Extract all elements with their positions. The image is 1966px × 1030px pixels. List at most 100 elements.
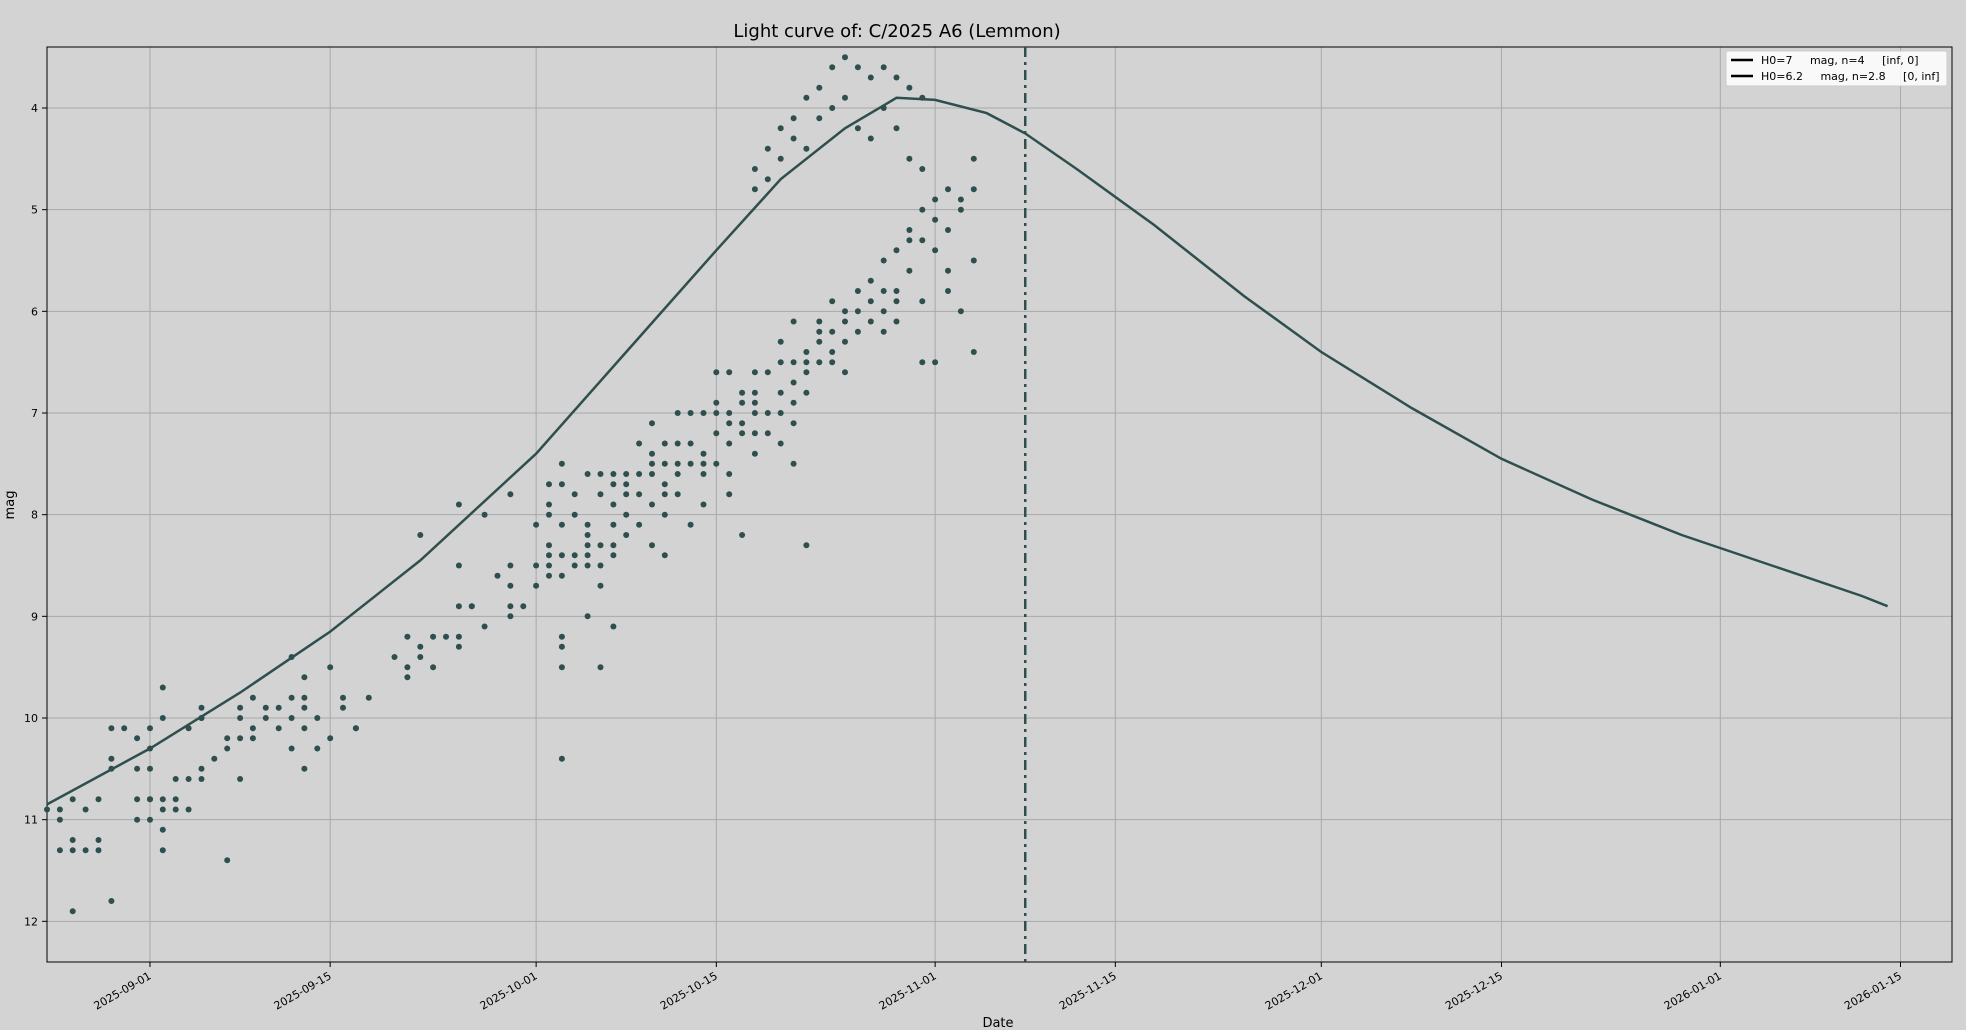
- y-tick-label: 11: [24, 814, 38, 827]
- data-point: [597, 471, 604, 477]
- data-point: [507, 562, 514, 569]
- data-point: [198, 776, 205, 782]
- data-point: [880, 257, 887, 264]
- data-point: [262, 715, 269, 721]
- data-point: [69, 796, 76, 803]
- data-point: [919, 166, 926, 172]
- data-point: [404, 674, 411, 681]
- data-point: [224, 745, 231, 752]
- x-axis-ticks: 2025-09-01 2025-09-15 2025-10-01 2025-10-15…: [92, 962, 1904, 1013]
- data-point: [739, 420, 746, 427]
- data-point: [597, 582, 604, 589]
- data-point: [571, 511, 578, 518]
- data-point: [893, 288, 900, 294]
- data-point: [185, 806, 192, 813]
- data-point: [417, 654, 424, 660]
- data-point: [237, 776, 244, 782]
- data-point: [558, 460, 565, 467]
- data-point: [726, 440, 733, 447]
- data-point: [237, 715, 244, 721]
- data-point: [854, 308, 861, 315]
- y-tick-label: 8: [31, 509, 38, 522]
- data-point: [919, 298, 926, 305]
- data-point: [558, 664, 565, 671]
- data-point: [558, 521, 565, 528]
- legend-label-2: H0=6.2 mag, n=2.8 [0, inf]: [1761, 70, 1940, 83]
- data-point: [777, 155, 784, 162]
- data-point: [159, 806, 166, 813]
- data-point: [430, 633, 437, 640]
- data-point: [597, 542, 604, 549]
- data-point: [558, 552, 565, 559]
- data-point: [623, 491, 630, 498]
- data-point: [610, 623, 617, 630]
- data-point: [777, 338, 784, 345]
- data-point: [842, 318, 848, 325]
- data-point: [82, 847, 89, 854]
- data-point: [687, 410, 694, 416]
- data-point: [636, 491, 643, 498]
- data-point: [211, 755, 218, 762]
- y-tick-label: 9: [31, 610, 38, 623]
- model-curve: [46, 96, 1889, 806]
- data-point: [893, 125, 900, 132]
- data-point: [533, 521, 540, 528]
- data-point: [700, 501, 707, 508]
- data-point: [481, 511, 488, 518]
- data-point: [237, 735, 244, 742]
- data-point: [867, 74, 874, 81]
- data-point: [790, 115, 797, 122]
- data-point: [134, 735, 141, 742]
- data-point: [649, 420, 655, 427]
- data-point: [726, 420, 733, 427]
- data-point: [56, 816, 63, 823]
- data-point: [739, 389, 746, 396]
- data-point: [172, 796, 179, 803]
- data-point: [945, 186, 951, 193]
- data-point: [507, 582, 514, 589]
- data-point: [790, 399, 797, 406]
- data-point: [301, 765, 308, 772]
- data-point: [739, 532, 746, 538]
- data-point: [494, 572, 501, 579]
- data-point: [687, 521, 694, 528]
- data-point: [301, 674, 308, 681]
- x-tick-label: 2025-11-01: [877, 969, 939, 1012]
- data-point: [610, 501, 617, 508]
- x-tick-label: 2026-01-15: [1842, 969, 1904, 1012]
- data-point: [700, 450, 707, 457]
- data-point: [713, 399, 720, 406]
- data-point: [751, 450, 758, 457]
- data-point: [584, 542, 591, 549]
- data-point: [507, 603, 514, 610]
- data-point: [623, 511, 630, 518]
- data-point: [674, 491, 681, 498]
- data-point: [288, 715, 295, 721]
- data-point: [147, 796, 153, 803]
- x-tick-label: 2025-09-01: [92, 969, 154, 1012]
- data-point: [713, 460, 720, 467]
- data-point: [661, 552, 668, 559]
- data-point: [417, 643, 424, 650]
- data-point: [198, 765, 205, 772]
- data-point: [829, 359, 836, 366]
- data-point: [919, 237, 926, 244]
- data-point: [159, 826, 166, 833]
- data-point: [906, 227, 913, 233]
- data-point: [314, 715, 321, 721]
- data-point: [945, 227, 951, 233]
- data-point: [867, 298, 874, 305]
- data-point: [816, 338, 823, 345]
- data-point: [803, 359, 810, 366]
- data-point: [803, 349, 810, 355]
- data-point: [790, 359, 797, 366]
- x-tick-label: 2025-10-01: [478, 969, 540, 1012]
- data-point: [674, 460, 681, 467]
- data-point: [455, 562, 462, 569]
- data-point: [880, 328, 887, 335]
- data-point: [880, 288, 887, 294]
- data-point: [777, 410, 784, 416]
- data-point: [546, 562, 552, 569]
- data-point: [700, 410, 707, 416]
- data-point: [636, 440, 643, 447]
